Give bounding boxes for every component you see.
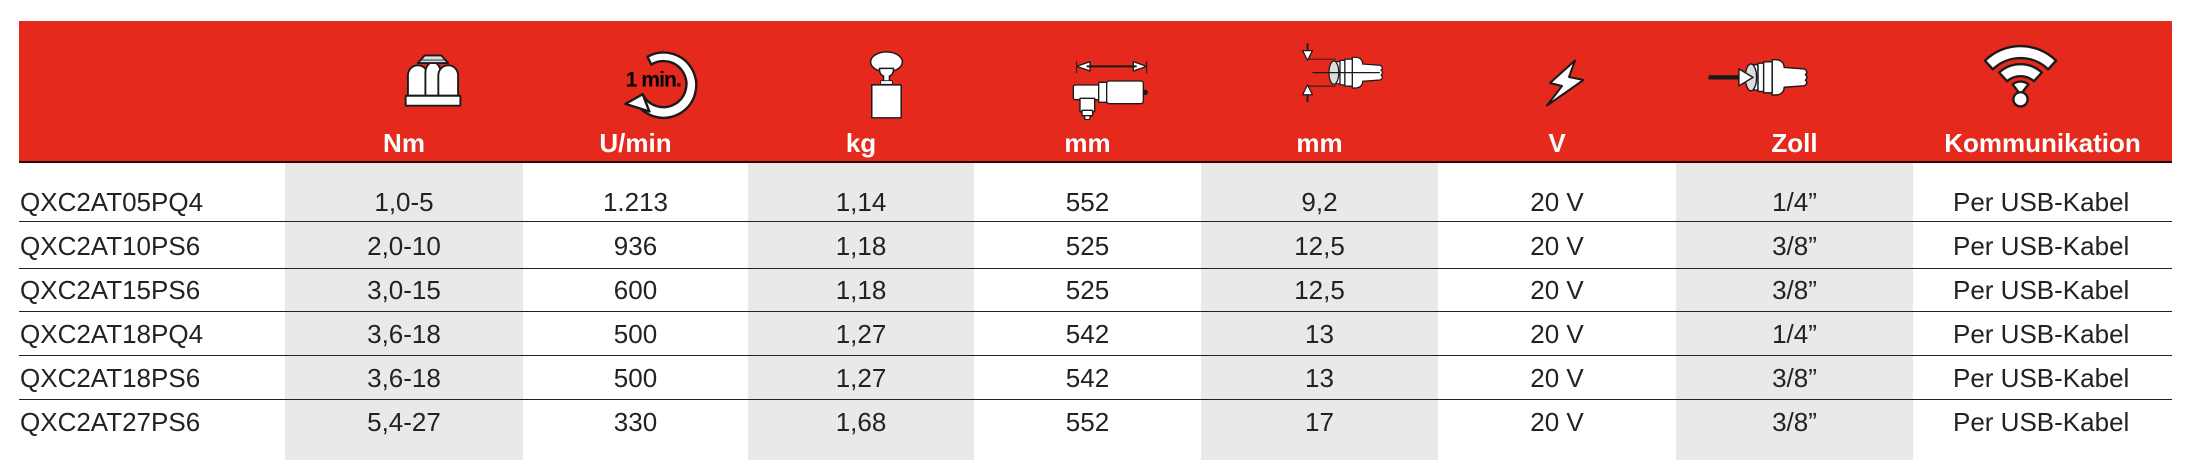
svg-text:1 min.: 1 min. bbox=[626, 69, 681, 92]
